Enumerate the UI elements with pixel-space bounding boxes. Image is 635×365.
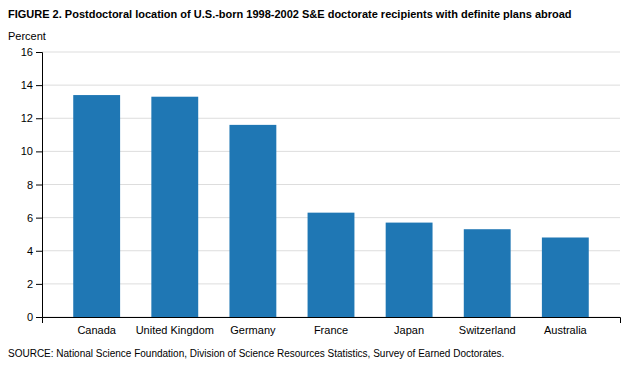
y-axis-label: Percent <box>8 30 46 42</box>
source: SOURCE: National Science Foundation, Div… <box>8 348 504 359</box>
tick-mark <box>36 317 42 318</box>
tick-label: 0 <box>27 311 33 323</box>
tick: France <box>314 324 348 336</box>
grid-line <box>42 184 620 185</box>
tick: 14 <box>21 79 42 91</box>
tick-mark <box>36 251 42 252</box>
grid-line <box>42 52 620 53</box>
tick-mark <box>36 151 42 152</box>
grid-line <box>42 85 620 86</box>
tick: 0 <box>27 311 42 323</box>
tick-label: Germany <box>230 324 276 336</box>
plot: 0 2 4 6 8 10 12 14 16 Canada United Kingdom Germany… <box>21 46 621 336</box>
tick-label: 6 <box>27 212 33 224</box>
tick: Germany <box>230 324 276 336</box>
tick-label: 14 <box>21 79 33 91</box>
axis-line <box>43 318 621 324</box>
tick: 6 <box>27 212 42 224</box>
tick: 4 <box>27 245 42 257</box>
title: FIGURE 2. Postdoctoral location of U.S.-… <box>8 8 572 20</box>
tick-label: 4 <box>27 245 33 257</box>
grid <box>42 52 620 317</box>
tick-mark <box>36 218 42 219</box>
tick: Japan <box>394 324 424 336</box>
tick: 12 <box>21 112 42 124</box>
tick: 2 <box>27 278 42 290</box>
tick: Australia <box>544 324 588 336</box>
tick: Switzerland <box>459 324 516 336</box>
tick-label: 8 <box>27 179 33 191</box>
tick-label: 10 <box>21 145 33 157</box>
tick-label: 16 <box>21 46 33 58</box>
chart: FIGURE 2. Postdoctoral location of U.S.-… <box>0 0 635 365</box>
axis-line <box>36 53 43 318</box>
tick: United Kingdom <box>136 324 214 336</box>
tick-mark <box>36 85 42 86</box>
tick-mark <box>36 284 42 285</box>
grid-line <box>42 151 620 152</box>
tick-label: Switzerland <box>459 324 516 336</box>
tick: 10 <box>21 145 42 157</box>
tick-label: Australia <box>544 324 588 336</box>
bar <box>151 97 198 317</box>
grid-line <box>42 118 620 119</box>
tick-mark <box>36 52 42 53</box>
tick-label: Canada <box>77 324 116 336</box>
tick-label: 2 <box>27 278 33 290</box>
x-axis: Canada United Kingdom Germany France Japan Sw… <box>43 318 621 336</box>
tick-label: United Kingdom <box>136 324 214 336</box>
tick: Canada <box>77 324 116 336</box>
bar <box>73 95 120 317</box>
tick-label: 12 <box>21 112 33 124</box>
tick-mark <box>36 118 42 119</box>
tick: 16 <box>21 46 42 58</box>
bar <box>464 229 511 317</box>
bar <box>308 213 355 317</box>
bar <box>386 223 433 317</box>
tick-label: Japan <box>394 324 424 336</box>
bar <box>229 125 276 317</box>
tick-label: France <box>314 324 348 336</box>
bar <box>542 238 589 318</box>
tick: 8 <box>27 179 42 191</box>
tick-mark <box>36 185 42 186</box>
y-axis: 0 2 4 6 8 10 12 14 16 <box>21 46 43 323</box>
bars <box>73 95 589 317</box>
